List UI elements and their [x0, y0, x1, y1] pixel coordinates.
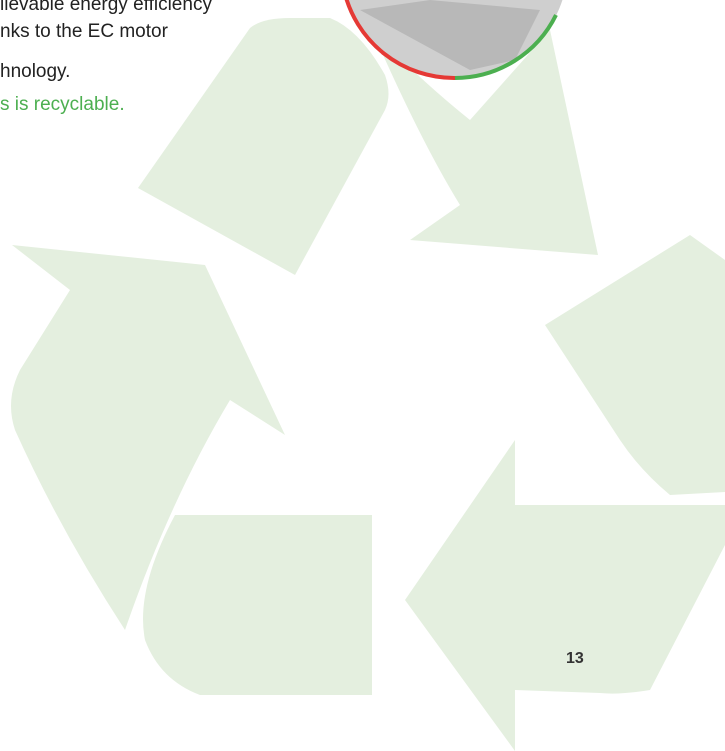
body-text: nks to the EC motor: [0, 21, 168, 43]
highlight-text: s is recyclable.: [0, 94, 125, 116]
page: {"text_lines": ["lievable energy efficie…: [0, 0, 725, 751]
recycle-symbol: [11, 18, 725, 751]
body-text: lievable energy efficiency: [0, 0, 212, 16]
page-number: 13: [566, 650, 584, 668]
body-text: hnology.: [0, 61, 70, 83]
